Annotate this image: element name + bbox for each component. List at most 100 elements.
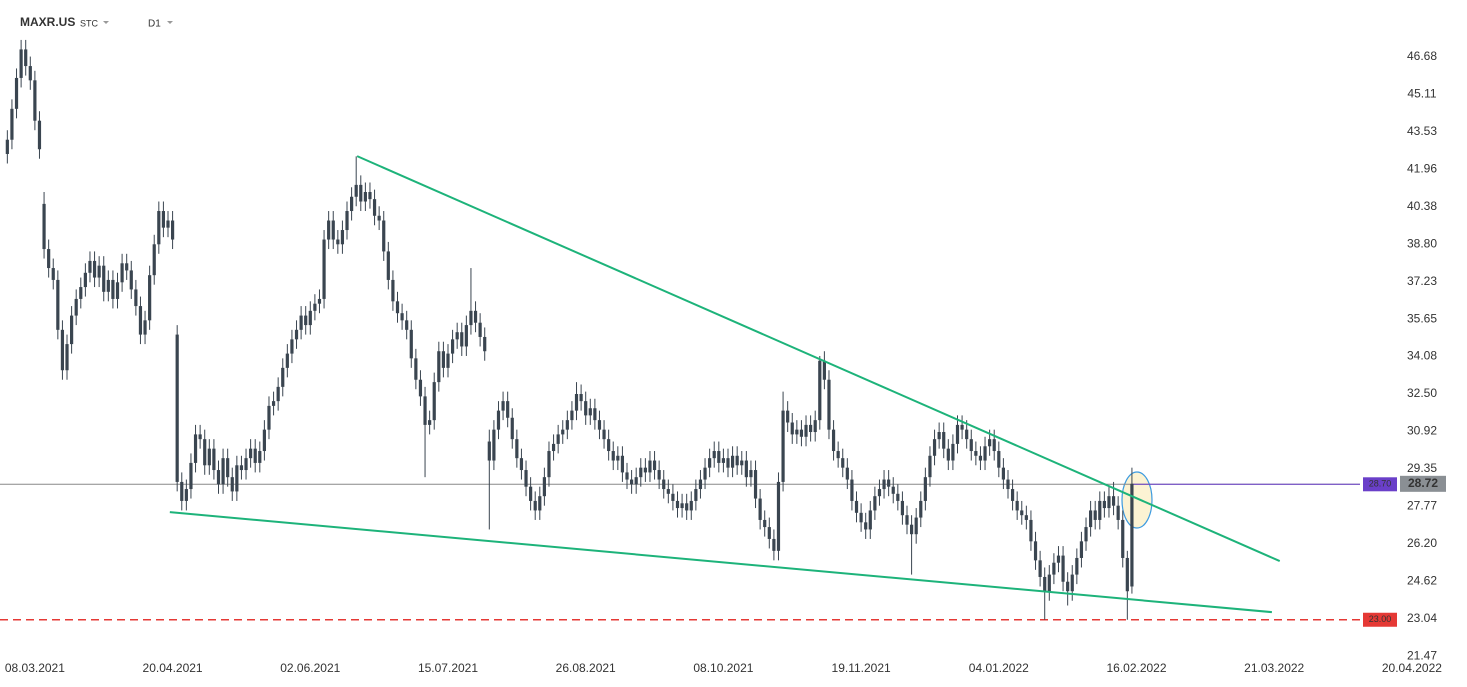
candle-body [529, 486, 533, 501]
candle-body [281, 367, 285, 387]
candle-body [1033, 541, 1038, 561]
candle-body [1052, 562, 1056, 575]
candle-body [464, 325, 468, 347]
y-tick-label: 32.50 [1407, 386, 1437, 400]
candle-body [405, 320, 409, 330]
candle-body [285, 353, 289, 368]
candle-body [382, 220, 386, 252]
candle-body [24, 49, 28, 67]
x-tick-label: 02.06.2021 [280, 661, 340, 675]
candle-body [763, 519, 767, 528]
candle-body [698, 479, 703, 490]
candle-body [974, 451, 978, 456]
candle-body [767, 527, 771, 539]
candle-body [115, 282, 120, 299]
candle-body [634, 477, 638, 485]
candle-body [478, 322, 482, 337]
candle-body [354, 184, 358, 197]
candle-body [753, 470, 758, 499]
candle-body [152, 244, 156, 276]
candle-body [203, 439, 207, 466]
candle-body [841, 458, 845, 468]
candle-body [1029, 519, 1033, 542]
dropdown-caret[interactable] [103, 21, 109, 24]
candle-body [542, 477, 546, 497]
candle-body [708, 458, 712, 468]
candle-body [946, 448, 950, 461]
candle-body [510, 417, 514, 440]
candle-body [161, 211, 166, 228]
candle-body [565, 420, 569, 430]
candle-body [1102, 500, 1106, 509]
candle-body [786, 410, 790, 423]
candle-body [226, 458, 230, 478]
candle-body [744, 460, 748, 478]
candle-body [533, 500, 537, 511]
candle-body [988, 439, 992, 447]
candle-body [1107, 496, 1111, 509]
candle-body [423, 396, 427, 425]
candle-body [212, 448, 216, 471]
candle-body [473, 310, 478, 323]
candle-body [65, 344, 69, 371]
x-tick-label: 21.03.2022 [1244, 661, 1304, 675]
candle-body [235, 465, 239, 492]
candle-body [271, 401, 276, 406]
candle-body [157, 211, 161, 245]
candle-body [882, 479, 886, 490]
candle-body [327, 220, 331, 240]
candle-body [873, 496, 877, 511]
candle-body [827, 379, 831, 430]
candle-body [83, 272, 87, 288]
candle-body [1079, 541, 1084, 558]
candle-body [997, 451, 1001, 468]
candle-body [854, 500, 859, 513]
candle-body [258, 451, 262, 463]
candle-body [620, 455, 625, 473]
candle-body [1098, 500, 1102, 520]
candle-body [891, 486, 895, 494]
trendline [169, 511, 1273, 614]
candle-body [776, 481, 781, 551]
candle-body [1038, 560, 1042, 577]
candle-body [896, 493, 900, 501]
candle-body [106, 279, 110, 292]
candle-body [813, 420, 817, 433]
candle-body [455, 332, 459, 340]
highlight-ellipse [1121, 471, 1153, 529]
candle-body [19, 49, 23, 78]
candle-body [432, 382, 436, 421]
candle-body [758, 498, 762, 520]
candle-body [960, 424, 964, 430]
level-label-box [1363, 612, 1397, 627]
candle-body [652, 460, 657, 471]
candle-body [70, 315, 74, 345]
level-label: 28.70 [1369, 479, 1392, 489]
candle-body [180, 481, 184, 501]
trendline [356, 155, 1281, 562]
candle-body [919, 500, 923, 518]
candle-body [556, 434, 560, 444]
candle-body [1010, 489, 1015, 501]
candle-body [1047, 574, 1051, 592]
interval: D1 [148, 19, 161, 30]
candle-body [735, 455, 739, 466]
candle-body [501, 401, 505, 411]
candle-body [1001, 467, 1005, 480]
candle-body [969, 439, 973, 452]
candle-body [799, 429, 804, 437]
candle-body [850, 479, 854, 501]
candle-body [1015, 500, 1019, 511]
candle-body [726, 458, 730, 468]
x-tick-label: 20.04.2021 [143, 661, 203, 675]
dropdown-caret[interactable] [167, 21, 173, 24]
candle-body [79, 287, 83, 299]
candle-body [877, 489, 882, 497]
candle-body [648, 460, 652, 473]
candle-body [359, 184, 363, 202]
market: STC [80, 18, 99, 28]
candle-body [607, 439, 611, 452]
candle-body [905, 515, 909, 525]
candle-body [460, 332, 464, 347]
